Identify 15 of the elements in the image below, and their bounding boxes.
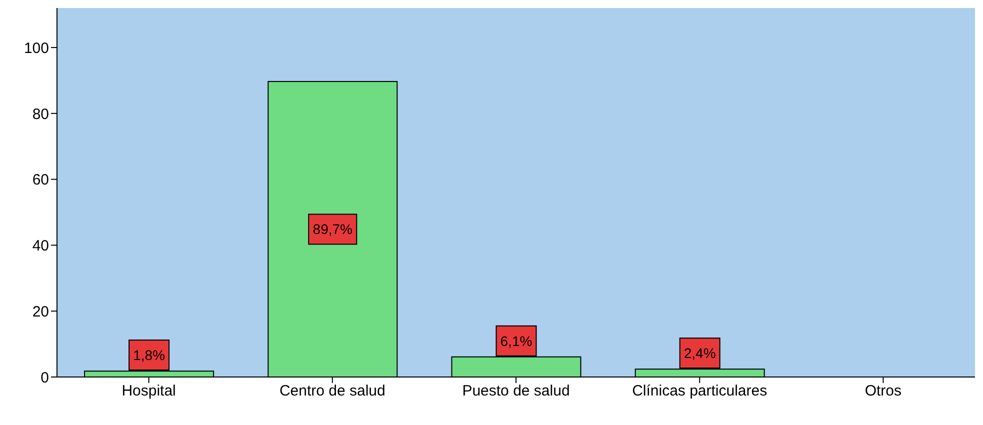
x-tick-label: Hospital [122, 382, 176, 400]
y-tick-label: 0 [40, 369, 49, 386]
x-tick-label: Centro de salud [279, 382, 386, 400]
x-tick-label: Puesto de salud [462, 382, 570, 400]
data-label: 89,7% [312, 221, 352, 238]
y-tick-label: 100 [24, 40, 49, 57]
data-label: 1,8% [133, 347, 165, 364]
x-tick-label: Otros [864, 382, 902, 400]
x-tick-label: Clínicas particulares [632, 382, 768, 400]
y-tick-label: 80 [32, 106, 49, 123]
y-tick-label: 40 [32, 238, 49, 255]
y-tick-label: 60 [32, 172, 49, 189]
data-label: 6,1% [500, 332, 532, 349]
data-label: 2,4% [684, 345, 716, 362]
y-tick-label: 20 [32, 303, 49, 320]
